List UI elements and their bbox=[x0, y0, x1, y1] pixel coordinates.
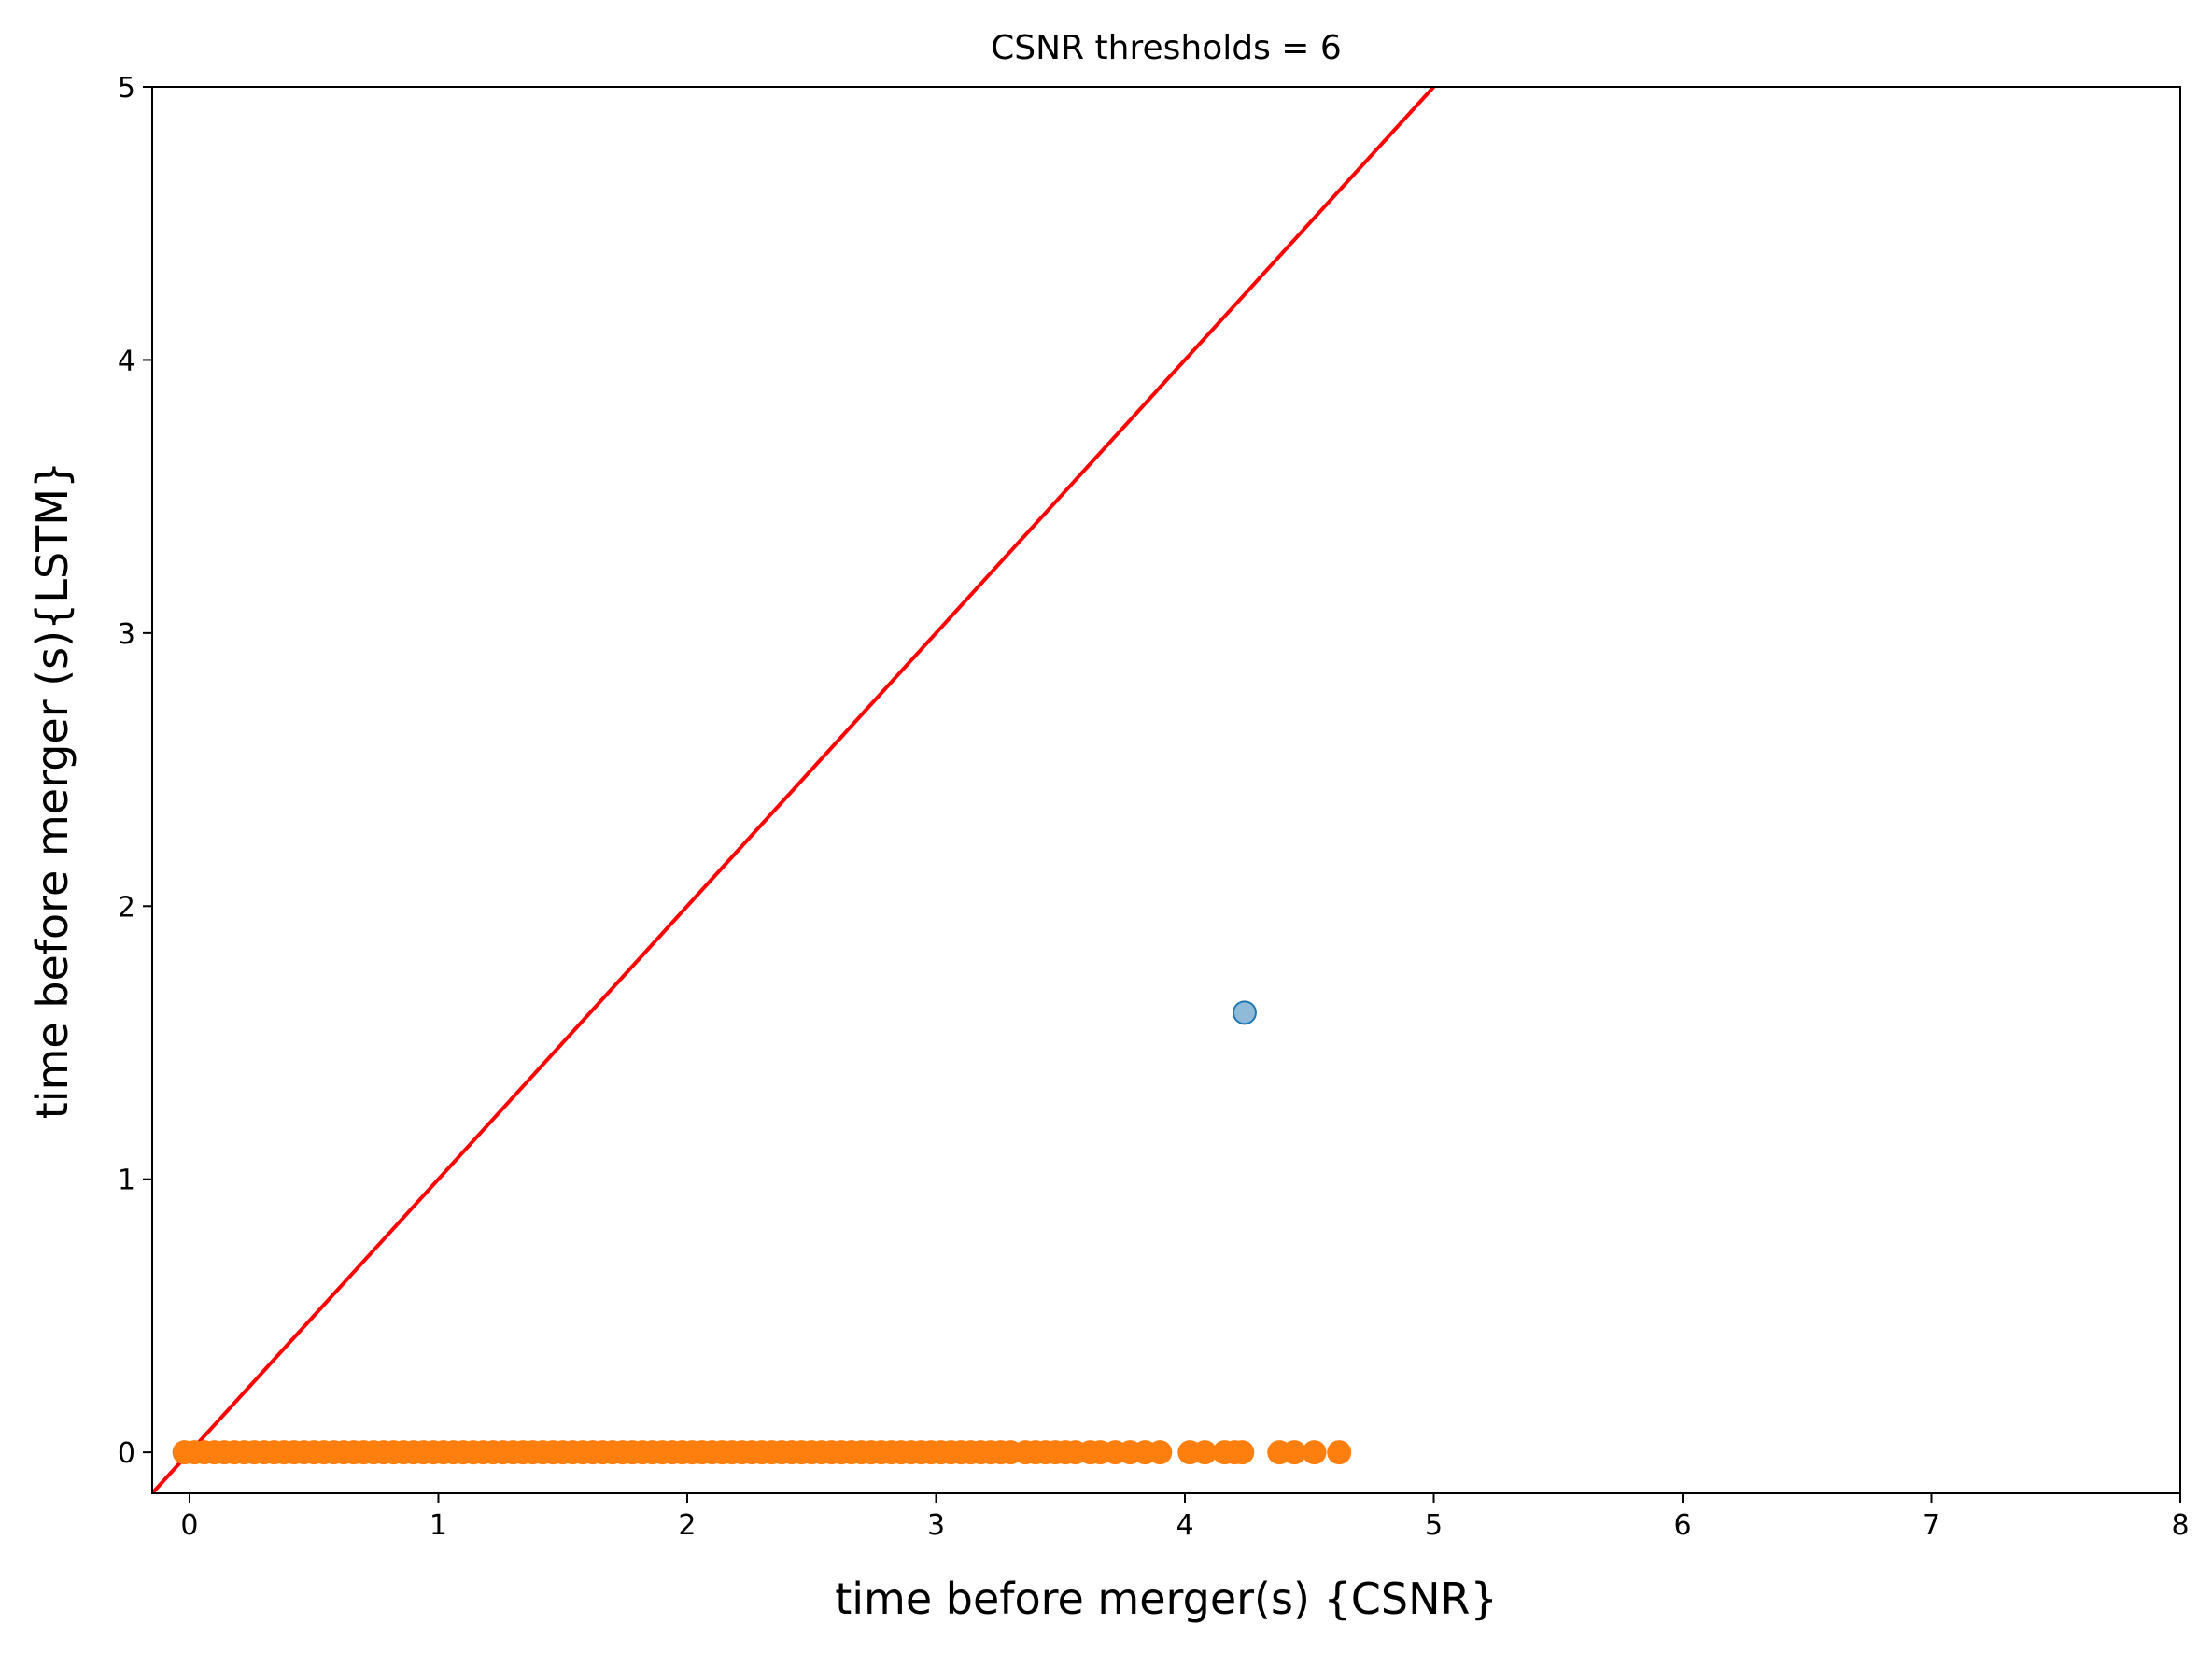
y-tick-label: 2 bbox=[118, 891, 135, 924]
x-axis-title: time before merger(s) {CSNR} bbox=[835, 1574, 1498, 1624]
x-tick-label: 1 bbox=[430, 1509, 447, 1542]
plot-area bbox=[152, 87, 1435, 1493]
y-axis-title: time before merger (s){LSTM} bbox=[27, 461, 77, 1119]
chart-title: CSNR thresholds = 6 bbox=[991, 29, 1342, 67]
data-point-orange bbox=[1230, 1440, 1255, 1465]
data-point-orange bbox=[1282, 1440, 1307, 1465]
data-point-blue bbox=[1232, 1000, 1257, 1025]
x-tick-label: 8 bbox=[2171, 1509, 2189, 1542]
data-point-orange bbox=[1192, 1440, 1218, 1465]
y-tick-label: 5 bbox=[118, 72, 135, 105]
data-point-orange bbox=[1302, 1440, 1327, 1465]
data-point-orange bbox=[1148, 1440, 1173, 1465]
y-tick-label: 3 bbox=[118, 618, 135, 651]
x-tick-label: 6 bbox=[1673, 1509, 1691, 1542]
x-tick-label: 0 bbox=[180, 1509, 198, 1542]
y-tick-label: 0 bbox=[118, 1437, 135, 1470]
x-tick-label: 3 bbox=[927, 1509, 945, 1542]
plot-frame bbox=[151, 86, 2181, 1494]
data-point-orange bbox=[1327, 1440, 1352, 1465]
x-tick-label: 5 bbox=[1425, 1509, 1443, 1542]
x-axis: 0 1 2 3 4 5 6 7 8 bbox=[180, 1493, 2190, 1542]
x-tick-label: 2 bbox=[678, 1509, 696, 1542]
y-axis: 0 1 2 3 4 5 bbox=[118, 72, 152, 1470]
y-tick-label: 4 bbox=[118, 345, 135, 377]
reference-line-y-equals-x bbox=[152, 87, 1435, 1493]
x-tick-label: 4 bbox=[1176, 1509, 1193, 1542]
x-tick-label: 7 bbox=[1923, 1509, 1940, 1542]
y-tick-label: 1 bbox=[118, 1165, 135, 1197]
